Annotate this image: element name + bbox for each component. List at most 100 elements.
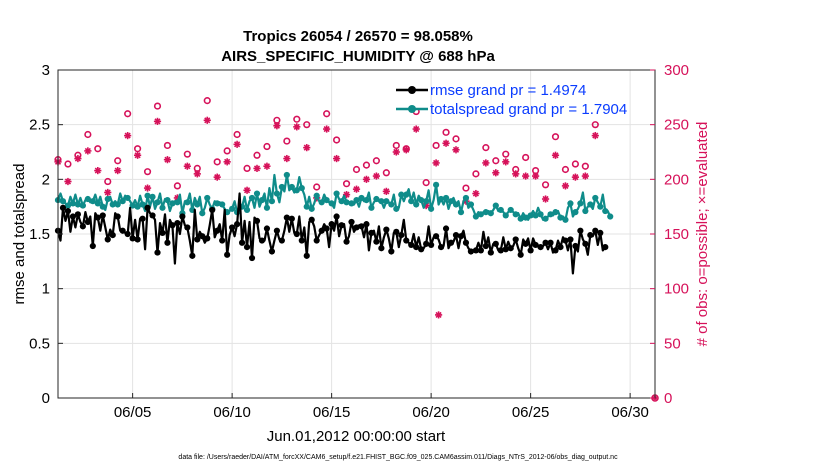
obs-evaluated-marker bbox=[233, 140, 241, 148]
series-rmse-marker bbox=[318, 227, 325, 234]
series-rmse-marker bbox=[457, 233, 465, 240]
series-spread-marker bbox=[423, 198, 430, 205]
series-spread-marker bbox=[428, 205, 435, 212]
y-right-tick-label: 250 bbox=[664, 117, 689, 134]
series-spread-marker bbox=[74, 201, 81, 208]
obs-evaluated-stroke bbox=[373, 172, 380, 180]
series-spread-marker bbox=[592, 194, 599, 202]
series-rmse-marker bbox=[542, 239, 549, 246]
x-tick-label: 06/30 bbox=[611, 404, 649, 421]
series-spread-marker bbox=[562, 216, 569, 223]
obs-possible-marker bbox=[472, 170, 480, 178]
obs-evaluated-stroke bbox=[542, 195, 549, 203]
series-rmse-marker bbox=[567, 236, 574, 243]
obs-evaluated-stroke bbox=[104, 189, 111, 196]
series-spread-marker bbox=[174, 199, 181, 206]
series-spread-marker bbox=[457, 209, 465, 216]
series-rmse-marker bbox=[293, 230, 300, 238]
obs-possible-marker bbox=[94, 145, 102, 153]
series-spread-marker bbox=[94, 200, 101, 207]
obs-possible-marker bbox=[263, 142, 271, 151]
series-rmse-marker bbox=[413, 244, 420, 251]
legend-spread-label: totalspread grand pr = 1.7904 bbox=[430, 101, 627, 118]
y-left-tick-label: 3 bbox=[42, 62, 50, 79]
obs-evaluated-marker bbox=[263, 162, 271, 170]
x-tick-label: 06/10 bbox=[213, 404, 251, 421]
obs-evaluated-stroke bbox=[393, 148, 400, 156]
chart-title-line1: Tropics 26054 / 26570 = 98.058% bbox=[243, 28, 473, 45]
x-tick-label: 06/05 bbox=[114, 404, 152, 421]
series-rmse-marker bbox=[502, 246, 509, 253]
obs-evaluated-stroke bbox=[134, 152, 141, 159]
series-spread-marker bbox=[283, 171, 290, 179]
series-rmse-marker bbox=[124, 230, 131, 238]
series-layer bbox=[54, 97, 659, 402]
obs-evaluated-stroke bbox=[214, 174, 221, 181]
series-spread-marker bbox=[477, 211, 484, 218]
series-spread-marker bbox=[557, 214, 564, 221]
series-spread-marker bbox=[303, 203, 310, 210]
series-rmse-marker bbox=[522, 240, 529, 247]
series-rmse-marker bbox=[89, 242, 96, 250]
obs-evaluated-stroke bbox=[303, 144, 310, 151]
series-spread-marker bbox=[139, 201, 146, 208]
obs-possible-marker bbox=[492, 157, 500, 165]
series-spread-marker bbox=[502, 212, 509, 219]
series-rmse-marker bbox=[423, 240, 430, 247]
series-spread-marker bbox=[149, 193, 156, 200]
series-rmse-marker bbox=[338, 222, 345, 229]
obs-evaluated-marker bbox=[551, 151, 560, 159]
series-spread-marker bbox=[587, 201, 594, 208]
obs-evaluated-marker bbox=[223, 158, 231, 166]
obs-evaluated-marker bbox=[372, 172, 380, 180]
obs-possible-marker bbox=[591, 121, 599, 129]
obs-evaluated-marker bbox=[193, 170, 201, 178]
obs-evaluated-stroke bbox=[363, 176, 370, 183]
obs-possible-marker bbox=[571, 160, 580, 168]
y-right-tick-label: 50 bbox=[664, 335, 681, 352]
obs-evaluated-stroke bbox=[184, 163, 191, 170]
obs-evaluated-stroke bbox=[283, 155, 290, 162]
series-rmse-marker bbox=[587, 231, 594, 239]
series-rmse-marker bbox=[447, 239, 455, 246]
series-rmse-marker bbox=[104, 236, 111, 243]
series-spread-marker bbox=[408, 198, 415, 205]
series-spread-marker bbox=[482, 209, 489, 216]
series-rmse-marker bbox=[164, 239, 171, 246]
series-rmse-marker bbox=[512, 236, 519, 243]
y-left-tick-label: 0 bbox=[42, 390, 50, 407]
series-rmse-marker bbox=[353, 224, 360, 231]
obs-evaluated-stroke bbox=[224, 158, 231, 165]
obs-evaluated-marker bbox=[512, 170, 520, 178]
obs-evaluated-marker bbox=[571, 173, 579, 181]
obs-evaluated-marker bbox=[412, 125, 420, 133]
series-spread-marker bbox=[597, 203, 604, 210]
series-rmse-marker bbox=[433, 233, 440, 240]
series-spread-marker bbox=[159, 204, 166, 211]
series-spread-marker bbox=[582, 207, 589, 215]
series-spread-marker bbox=[378, 198, 385, 205]
series-rmse-marker bbox=[467, 248, 475, 255]
legend-spread-marker bbox=[408, 105, 416, 113]
series-spread-marker bbox=[547, 211, 554, 218]
series-rmse-marker bbox=[437, 244, 445, 251]
obs-evaluated-marker bbox=[452, 146, 460, 154]
obs-possible-marker bbox=[213, 158, 221, 166]
series-rmse-marker bbox=[323, 225, 330, 232]
series-rmse-marker bbox=[487, 249, 494, 256]
series-spread-marker bbox=[104, 195, 111, 203]
obs-possible-marker bbox=[392, 141, 400, 150]
series-rmse-marker bbox=[119, 227, 126, 234]
series-spread-marker bbox=[194, 201, 201, 208]
obs-possible-marker bbox=[313, 183, 321, 191]
series-spread-marker bbox=[462, 194, 470, 202]
x-tick-label: 06/25 bbox=[512, 404, 550, 421]
series-rmse-marker bbox=[154, 249, 161, 256]
obs-evaluated-marker bbox=[153, 117, 162, 125]
series-spread-marker bbox=[258, 197, 266, 204]
obs-evaluated-marker bbox=[442, 139, 450, 147]
obs-possible-marker bbox=[482, 144, 490, 152]
obs-possible-marker bbox=[452, 135, 460, 143]
obs-evaluated-stroke bbox=[164, 156, 171, 163]
